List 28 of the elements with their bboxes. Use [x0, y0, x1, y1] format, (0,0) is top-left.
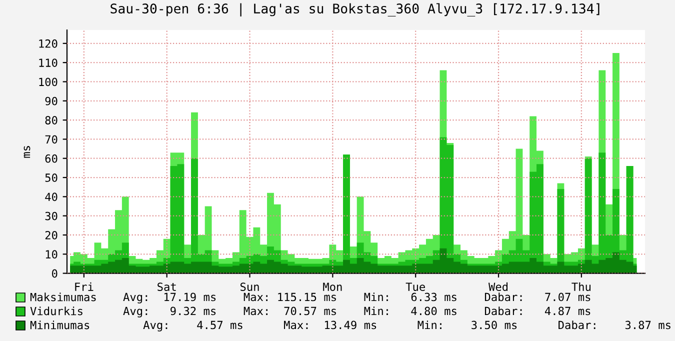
x-tick-label: Wed — [488, 282, 508, 291]
x-tick-label: Mon — [323, 282, 342, 291]
y-tick-label: 10 — [46, 250, 58, 259]
y-tick-label: 110 — [39, 58, 58, 67]
y-tick-label: 0 — [52, 269, 58, 278]
legend-label: Maksimumas — [30, 292, 96, 302]
x-tick-label: Fri — [75, 282, 94, 291]
y-tick-label: 50 — [45, 174, 58, 182]
x-tick-label: Thu — [572, 282, 590, 291]
x-tick-label: Sat — [158, 282, 176, 291]
y-tick-label: 20 — [45, 230, 58, 240]
y-tick-label: 80 — [45, 116, 58, 124]
x-tick-label: Tue — [406, 282, 425, 291]
legend-label: Minimumas — [30, 320, 90, 330]
y-tick-label: 60 — [45, 154, 58, 163]
y-tick-label: 30 — [45, 212, 58, 220]
y-tick-label: 70 — [45, 135, 58, 144]
y-tick-label: 90 — [45, 96, 58, 106]
text: Avg: 9.32 ms Max: 70.57 ms Min: 4.80 ms Dabar: 4.87 ms — [123, 306, 590, 318]
y-tick-label: 40 — [45, 192, 58, 202]
text: Avg: 17.19 ms Max: 115.15 ms Min: 6.33 ms Dabar: 7.07 ms — [123, 292, 590, 304]
y-tick-label: 120 — [39, 39, 58, 48]
y-tick-label: 100 — [39, 78, 58, 86]
legend-label: Vidurkis — [30, 306, 82, 316]
chart-title: Sau-30-pen 6:36 | Lag'as su Bokstas_360 Alyvu_3 [172.17.9.134] — [110, 3, 600, 16]
text: Avg: 4.57 ms Max: 13.49 ms Min: 3.50 ms Dabar: 3.87 ms — [143, 320, 670, 332]
y-axis-title: ms — [24, 146, 30, 158]
x-tick-label: Sun — [240, 282, 259, 291]
